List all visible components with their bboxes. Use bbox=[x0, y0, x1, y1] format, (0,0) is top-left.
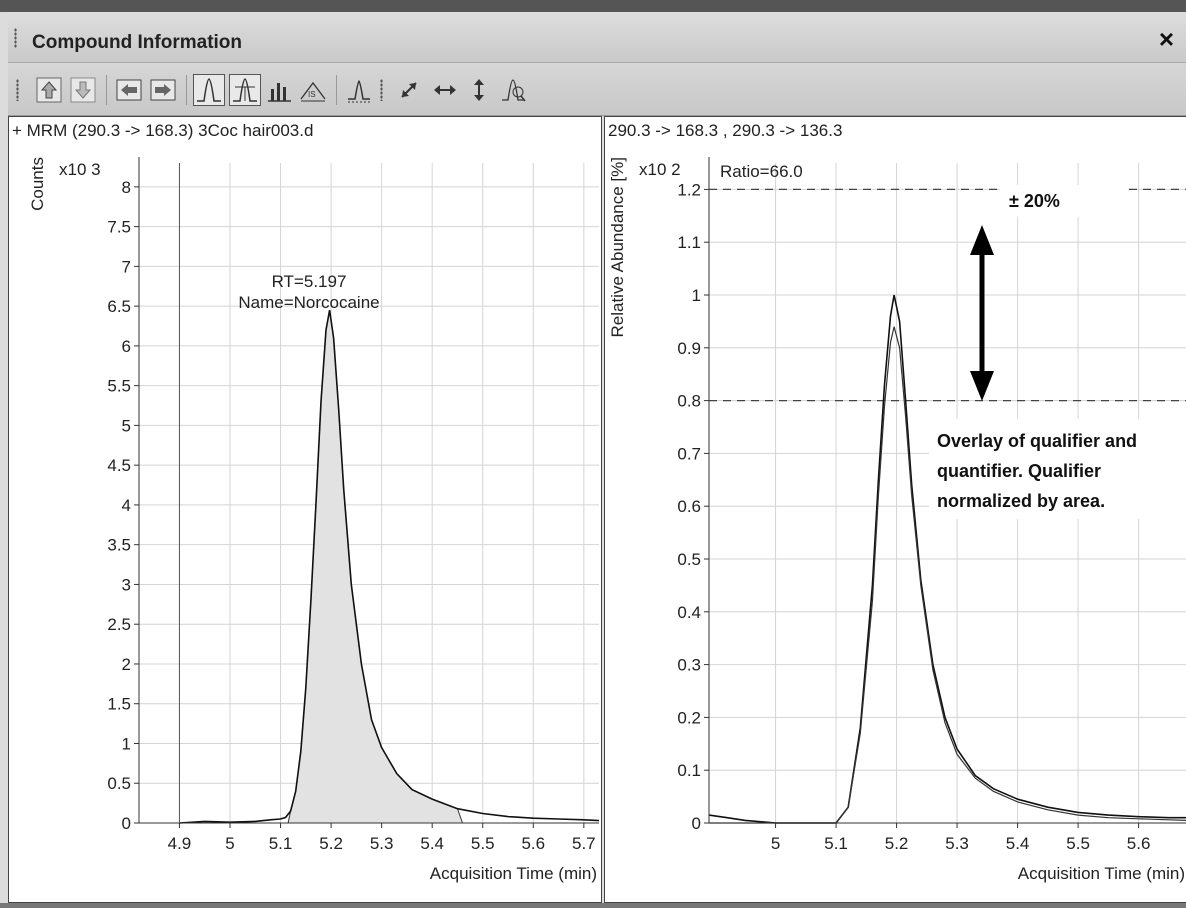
x-tick-label: 5.3 bbox=[370, 834, 394, 853]
y-tick-label: 0.8 bbox=[677, 392, 701, 411]
peak-retention-time-label: RT=5.197 bbox=[272, 272, 347, 291]
peak-integration-icon[interactable] bbox=[229, 74, 261, 106]
y-axis-multiplier: x10 2 bbox=[639, 160, 681, 179]
x-tick-label: 5.7 bbox=[572, 834, 596, 853]
x-tick-label: 5.4 bbox=[1006, 834, 1030, 853]
x-tick-label: 5.6 bbox=[1127, 834, 1151, 853]
y-tick-label: 2.5 bbox=[107, 615, 131, 634]
peak-zoom-icon[interactable] bbox=[498, 75, 528, 105]
close-button[interactable]: × bbox=[1158, 24, 1174, 54]
autoscale-x-icon[interactable] bbox=[430, 75, 460, 105]
y-tick-label: 7.5 bbox=[107, 218, 131, 237]
window-bottom-border bbox=[0, 903, 1186, 908]
y-tick-label: 1 bbox=[122, 734, 131, 753]
toolbar-separator bbox=[186, 75, 187, 105]
toolbar-separator bbox=[106, 75, 107, 105]
y-tick-label: 6 bbox=[122, 337, 131, 356]
y-tick-label: 0 bbox=[122, 814, 131, 833]
y-tick-label: 7 bbox=[122, 257, 131, 276]
tolerance-range-arrow bbox=[970, 225, 994, 401]
toolbar-separator bbox=[336, 75, 337, 105]
peak-baseline-icon[interactable] bbox=[344, 75, 374, 105]
chromatogram-chart[interactable]: 0 0.5 1 1.5 2 2.5 3 3.5 4 4.5 5 5.5 6 6.5 7 7.5 8 4.9 5 5.… bbox=[9, 117, 601, 902]
y-tick-label: 0.6 bbox=[677, 497, 701, 516]
x-tick-label: 5.6 bbox=[521, 834, 545, 853]
x-axis-label: Acquisition Time (min) bbox=[430, 864, 597, 883]
y-tick-label: 4.5 bbox=[107, 456, 131, 475]
y-tick-label: 0.9 bbox=[677, 339, 701, 358]
x-tick-label: 5.3 bbox=[945, 834, 969, 853]
toolbar-grip-handle[interactable] bbox=[16, 79, 19, 101]
y-tick-label: 4 bbox=[122, 496, 131, 515]
y-tick-label: 0.5 bbox=[107, 774, 131, 793]
window-top-border bbox=[0, 0, 1186, 12]
x-tick-label: 5.2 bbox=[885, 834, 909, 853]
y-axis-label: Counts bbox=[28, 157, 47, 211]
ratio-label: Ratio=66.0 bbox=[720, 162, 803, 181]
autoscale-xy-icon[interactable] bbox=[394, 75, 424, 105]
y-tick-label: 0.4 bbox=[677, 603, 701, 622]
x-tick-label: 5 bbox=[771, 834, 780, 853]
overlay-note-line-1: Overlay of qualifier and bbox=[937, 431, 1137, 451]
integrated-peak-area bbox=[287, 310, 464, 824]
arrow-down-icon[interactable] bbox=[68, 75, 98, 105]
peak-icon[interactable] bbox=[193, 74, 225, 106]
y-tick-label: 0.2 bbox=[677, 708, 701, 727]
arrow-right-icon[interactable] bbox=[148, 75, 178, 105]
x-tick-label: 5.2 bbox=[319, 834, 343, 853]
y-tick-label: 0.5 bbox=[677, 550, 701, 569]
toolbar-grip-handle[interactable] bbox=[380, 79, 383, 101]
y-tick-label: 1.5 bbox=[107, 695, 131, 714]
tolerance-label: ± 20% bbox=[1009, 191, 1060, 211]
y-axis-multiplier: x10 3 bbox=[59, 160, 101, 179]
x-tick-label: 5 bbox=[225, 834, 234, 853]
y-tick-label: 0.3 bbox=[677, 656, 701, 675]
y-tick-label: 5 bbox=[122, 416, 131, 435]
svg-text:IS: IS bbox=[308, 90, 316, 99]
arrow-left-icon[interactable] bbox=[114, 75, 144, 105]
y-tick-label: 2 bbox=[122, 655, 131, 674]
istd-icon[interactable]: IS bbox=[298, 75, 328, 105]
window-title: Compound Information bbox=[32, 32, 243, 53]
x-tick-label: 4.9 bbox=[168, 834, 192, 853]
y-axis-label: Relative Abundance [%] bbox=[608, 157, 627, 338]
qualifier-ratio-chart[interactable]: 0 0.1 0.2 0.3 0.4 0.5 0.6 0.7 0.8 0.9 1 1.1 1.2 5 5.1… bbox=[605, 117, 1186, 902]
x-tick-label: 5.4 bbox=[420, 834, 444, 853]
overlay-note-line-2: quantifier. Qualifier bbox=[937, 461, 1101, 481]
arrow-up-icon[interactable] bbox=[34, 75, 64, 105]
x-tick-label: 5.5 bbox=[471, 834, 495, 853]
title-grip-handle[interactable] bbox=[14, 28, 17, 48]
overlay-note-line-3: normalized by area. bbox=[937, 491, 1105, 511]
bar-spectrum-icon[interactable] bbox=[264, 75, 294, 105]
toolbar: IS bbox=[8, 63, 1186, 116]
y-tick-label: 6.5 bbox=[107, 297, 131, 316]
autoscale-y-icon[interactable] bbox=[464, 75, 494, 105]
x-axis-label: Acquisition Time (min) bbox=[1018, 864, 1185, 883]
qualifier-overlay-pane[interactable]: 290.3 -> 168.3 , 290.3 -> 136.3 0 0.1 0.2 0… bbox=[604, 116, 1186, 903]
y-tick-label: 0.1 bbox=[677, 761, 701, 780]
y-tick-label: 3.5 bbox=[107, 536, 131, 555]
chromatogram-title: + MRM (290.3 -> 168.3) 3Coc hair003.d bbox=[12, 121, 314, 140]
transition-title: 290.3 -> 168.3 , 290.3 -> 136.3 bbox=[608, 121, 843, 140]
y-tick-label: 3 bbox=[122, 575, 131, 594]
chromatogram-trace bbox=[179, 309, 600, 824]
y-tick-label: 5.5 bbox=[107, 377, 131, 396]
y-tick-label: 0.7 bbox=[677, 444, 701, 463]
y-tick-label: 1 bbox=[692, 286, 701, 305]
y-tick-label: 0 bbox=[692, 814, 701, 833]
peak-compound-name-label: Name=Norcocaine bbox=[238, 293, 379, 312]
overlay-note: Overlay of qualifier and quantifier. Qua… bbox=[929, 419, 1186, 519]
y-tick-label: 8 bbox=[122, 178, 131, 197]
x-tick-label: 5.5 bbox=[1066, 834, 1090, 853]
y-tick-label: 1.2 bbox=[677, 180, 701, 199]
title-bar[interactable]: Compound Information × bbox=[8, 12, 1186, 63]
y-tick-label: 1.1 bbox=[677, 233, 701, 252]
tolerance-annotation: ± 20% bbox=[1000, 185, 1128, 217]
x-tick-label: 5.1 bbox=[269, 834, 293, 853]
x-tick-label: 5.1 bbox=[824, 834, 848, 853]
